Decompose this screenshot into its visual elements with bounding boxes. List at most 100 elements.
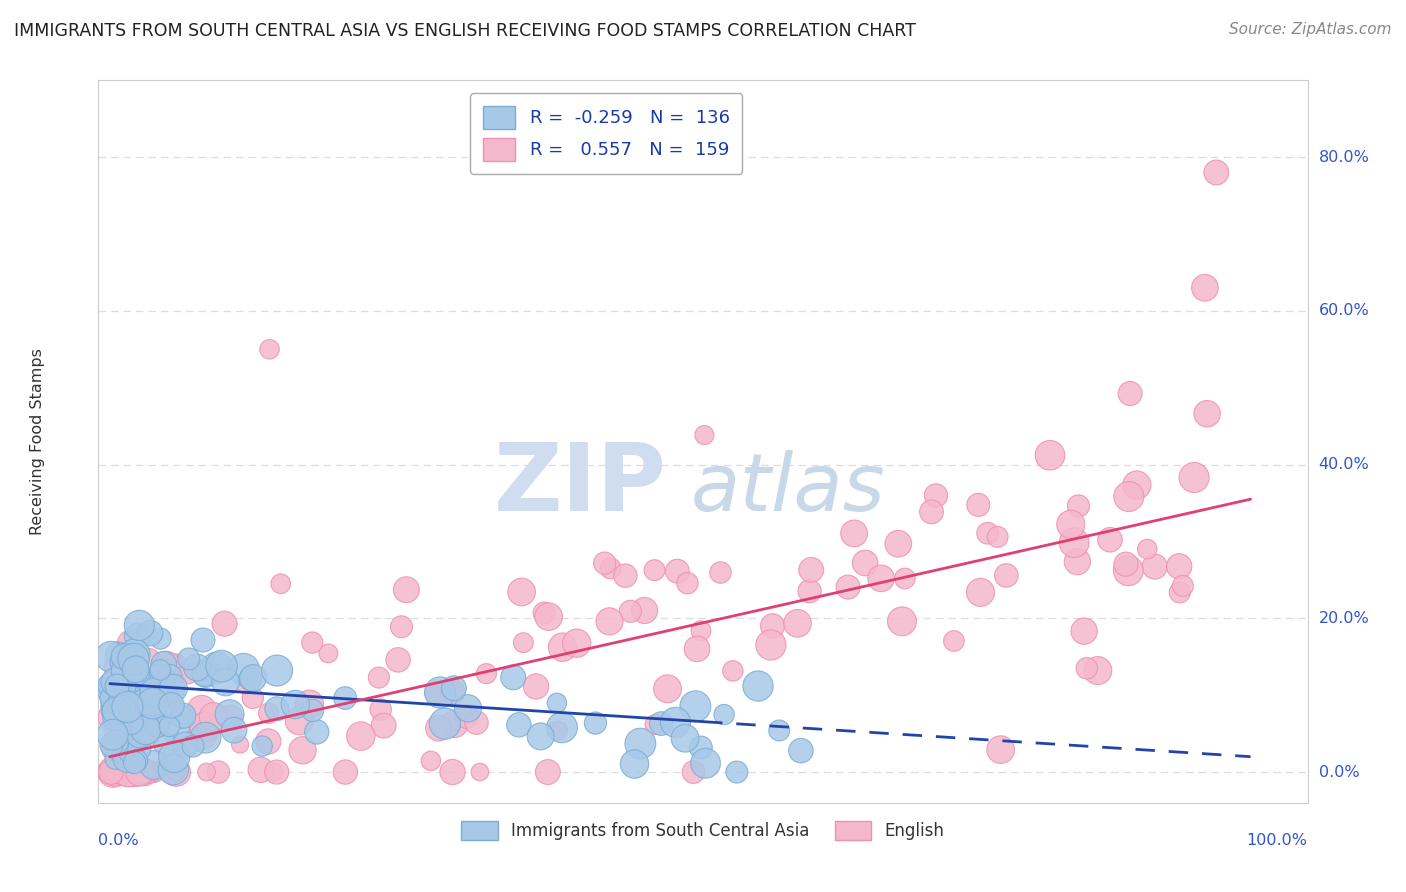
Point [650,716,672,731]
Point [644,717,666,731]
Point [1143,559,1166,574]
Point [100,764,122,779]
Point [599,561,621,575]
Point [193,667,215,681]
Point [502,670,524,684]
Point [976,526,998,541]
Point [110,765,132,780]
Point [117,665,139,679]
Point [664,715,686,730]
Point [152,657,174,672]
Point [443,681,465,696]
Point [174,738,197,752]
Point [155,738,177,752]
Point [155,659,177,673]
Point [125,760,148,774]
Point [149,632,172,646]
Point [135,765,157,780]
Point [121,675,143,690]
Point [101,728,124,742]
Point [115,751,138,765]
Point [1066,555,1088,569]
Point [530,730,553,744]
Point [433,716,456,731]
Point [118,738,141,752]
Point [551,721,574,735]
Point [551,640,574,655]
Point [747,679,769,693]
Text: 0.0%: 0.0% [1319,764,1360,780]
Point [132,765,155,780]
Point [1205,165,1227,179]
Point [288,714,311,728]
Point [242,690,264,705]
Point [177,652,200,666]
Point [111,716,134,731]
Point [101,765,124,780]
Text: 60.0%: 60.0% [1319,303,1369,318]
Point [127,731,149,746]
Point [644,563,666,577]
Point [107,647,129,661]
Point [117,765,139,780]
Point [103,713,125,727]
Point [335,691,357,706]
Point [790,743,813,757]
Point [214,616,236,631]
Point [148,716,170,731]
Point [443,717,465,731]
Point [761,619,783,633]
Point [107,765,129,780]
Point [887,537,910,551]
Point [318,647,340,661]
Point [101,691,124,706]
Point [143,704,166,718]
Point [768,723,790,738]
Point [1098,533,1121,547]
Point [163,662,186,676]
Point [257,734,280,748]
Point [138,728,160,742]
Point [149,693,172,707]
Point [146,719,169,733]
Point [205,660,228,674]
Point [117,700,139,714]
Point [759,638,782,652]
Point [112,649,135,664]
Point [105,679,128,693]
Point [249,763,271,777]
Point [142,697,165,711]
Point [162,681,184,696]
Point [128,741,150,756]
Point [786,616,808,631]
Point [122,652,145,666]
Point [112,691,135,706]
Point [969,585,991,599]
Point [125,728,148,742]
Point [619,604,641,618]
Point [623,757,645,772]
Point [117,732,139,747]
Text: 40.0%: 40.0% [1319,457,1369,472]
Point [111,738,134,752]
Point [111,742,134,756]
Point [100,765,122,780]
Point [284,698,307,712]
Point [121,653,143,667]
Point [104,752,127,766]
Point [301,704,323,718]
Point [1119,386,1142,401]
Point [121,736,143,750]
Point [143,758,166,772]
Point [842,526,865,541]
Point [191,728,214,742]
Point [1171,579,1194,593]
Point [124,666,146,681]
Point [367,671,389,685]
Point [128,618,150,632]
Point [457,701,479,715]
Point [107,723,129,738]
Point [456,709,478,723]
Point [101,698,124,713]
Point [186,660,208,674]
